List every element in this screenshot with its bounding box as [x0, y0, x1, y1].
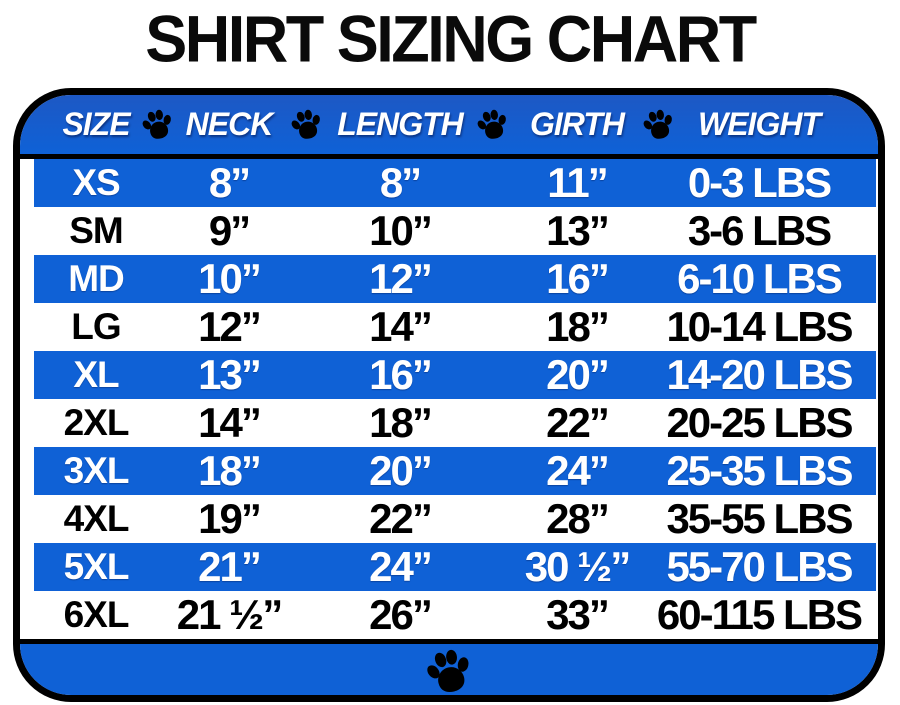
cell-weight: 55-70 LBS [666, 543, 853, 590]
cell-girth: 20” [546, 351, 610, 398]
paw-icon [420, 641, 478, 699]
table-header: SIZE NECK LENGTH GIRTH WEIGHT [20, 95, 878, 154]
cell-size: 4XL [63, 498, 130, 539]
table-footer [20, 644, 878, 695]
cell-girth: 16” [546, 255, 610, 302]
cell-girth: 33” [546, 591, 610, 638]
column-header-weight: WEIGHT [698, 106, 821, 142]
cell-girth: 18” [546, 303, 610, 350]
cell-size: MD [68, 258, 125, 299]
cell-size: 2XL [63, 402, 130, 443]
footer-divider-line [20, 639, 878, 644]
cell-weight: 25-35 LBS [666, 447, 853, 494]
table-row: 2XL 14” 18” 22” 20-25 LBS [20, 399, 878, 447]
cell-girth: 28” [546, 495, 610, 542]
cell-weight: 6-10 LBS [677, 255, 843, 302]
table-body: XS 8” 8” 11” 0-3 LBS SM 9” 10” 13” 3-6 L… [20, 159, 878, 639]
cell-weight: 60-115 LBS [656, 591, 863, 638]
cell-length: 10” [369, 207, 433, 254]
cell-girth: 11” [547, 159, 608, 206]
cell-neck: 19” [198, 495, 262, 542]
cell-neck: 8” [208, 159, 251, 206]
cell-size: SM [69, 210, 124, 251]
cell-neck: 18” [198, 447, 262, 494]
table-row: SM 9” 10” 13” 3-6 LBS [20, 207, 878, 255]
column-header-girth: GIRTH [530, 106, 625, 142]
cell-length: 24” [369, 543, 433, 590]
table-row: 3XL 18” 20” 24” 25-35 LBS [20, 447, 878, 495]
cell-size: XS [72, 162, 120, 203]
cell-neck: 21” [198, 543, 262, 590]
cell-neck: 13” [198, 351, 262, 398]
cell-size: 6XL [63, 594, 130, 635]
table-row: XS 8” 8” 11” 0-3 LBS [20, 159, 878, 207]
cell-length: 26” [369, 591, 433, 638]
cell-neck: 9” [208, 207, 251, 254]
cell-weight: 20-25 LBS [666, 399, 853, 446]
cell-length: 16” [369, 351, 433, 398]
table-row: LG 12” 14” 18” 10-14 LBS [20, 303, 878, 351]
cell-size: XL [73, 354, 119, 395]
cell-size: 3XL [63, 450, 130, 491]
cell-girth: 13” [546, 207, 610, 254]
column-header-neck: NECK [185, 106, 274, 142]
table-row: XL 13” 16” 20” 14-20 LBS [20, 351, 878, 399]
cell-girth: 24” [546, 447, 610, 494]
cell-girth: 30 ½” [524, 543, 631, 590]
cell-length: 12” [369, 255, 433, 302]
cell-size: LG [71, 306, 121, 347]
header-divider-line [20, 154, 878, 159]
column-header-length: LENGTH [337, 106, 464, 142]
cell-length: 20” [369, 447, 433, 494]
cell-neck: 10” [198, 255, 262, 302]
cell-weight: 3-6 LBS [687, 207, 832, 254]
cell-length: 22” [369, 495, 433, 542]
cell-weight: 35-55 LBS [666, 495, 853, 542]
cell-weight: 10-14 LBS [666, 303, 853, 350]
table-row: 6XL 21 ½” 26” 33” 60-115 LBS [20, 591, 878, 639]
sizing-chart-card: SIZE NECK LENGTH GIRTH WEIGHT XS 8” 8” 1… [13, 88, 885, 702]
cell-length: 18” [369, 399, 433, 446]
cell-length: 8” [379, 159, 422, 206]
cell-length: 14” [369, 303, 433, 350]
table-row: 4XL 19” 22” 28” 35-55 LBS [20, 495, 878, 543]
cell-girth: 22” [546, 399, 610, 446]
cell-size: 5XL [63, 546, 130, 587]
cell-neck: 12” [198, 303, 262, 350]
table-row: MD 10” 12” 16” 6-10 LBS [20, 255, 878, 303]
cell-neck: 14” [198, 399, 262, 446]
page-title: SHIRT SIZING CHART [145, 3, 757, 76]
cell-weight: 0-3 LBS [687, 159, 832, 206]
column-header-size: SIZE [62, 106, 130, 142]
cell-neck: 21 ½” [176, 591, 283, 638]
cell-weight: 14-20 LBS [666, 351, 853, 398]
table-row: 5XL 21” 24” 30 ½” 55-70 LBS [20, 543, 878, 591]
